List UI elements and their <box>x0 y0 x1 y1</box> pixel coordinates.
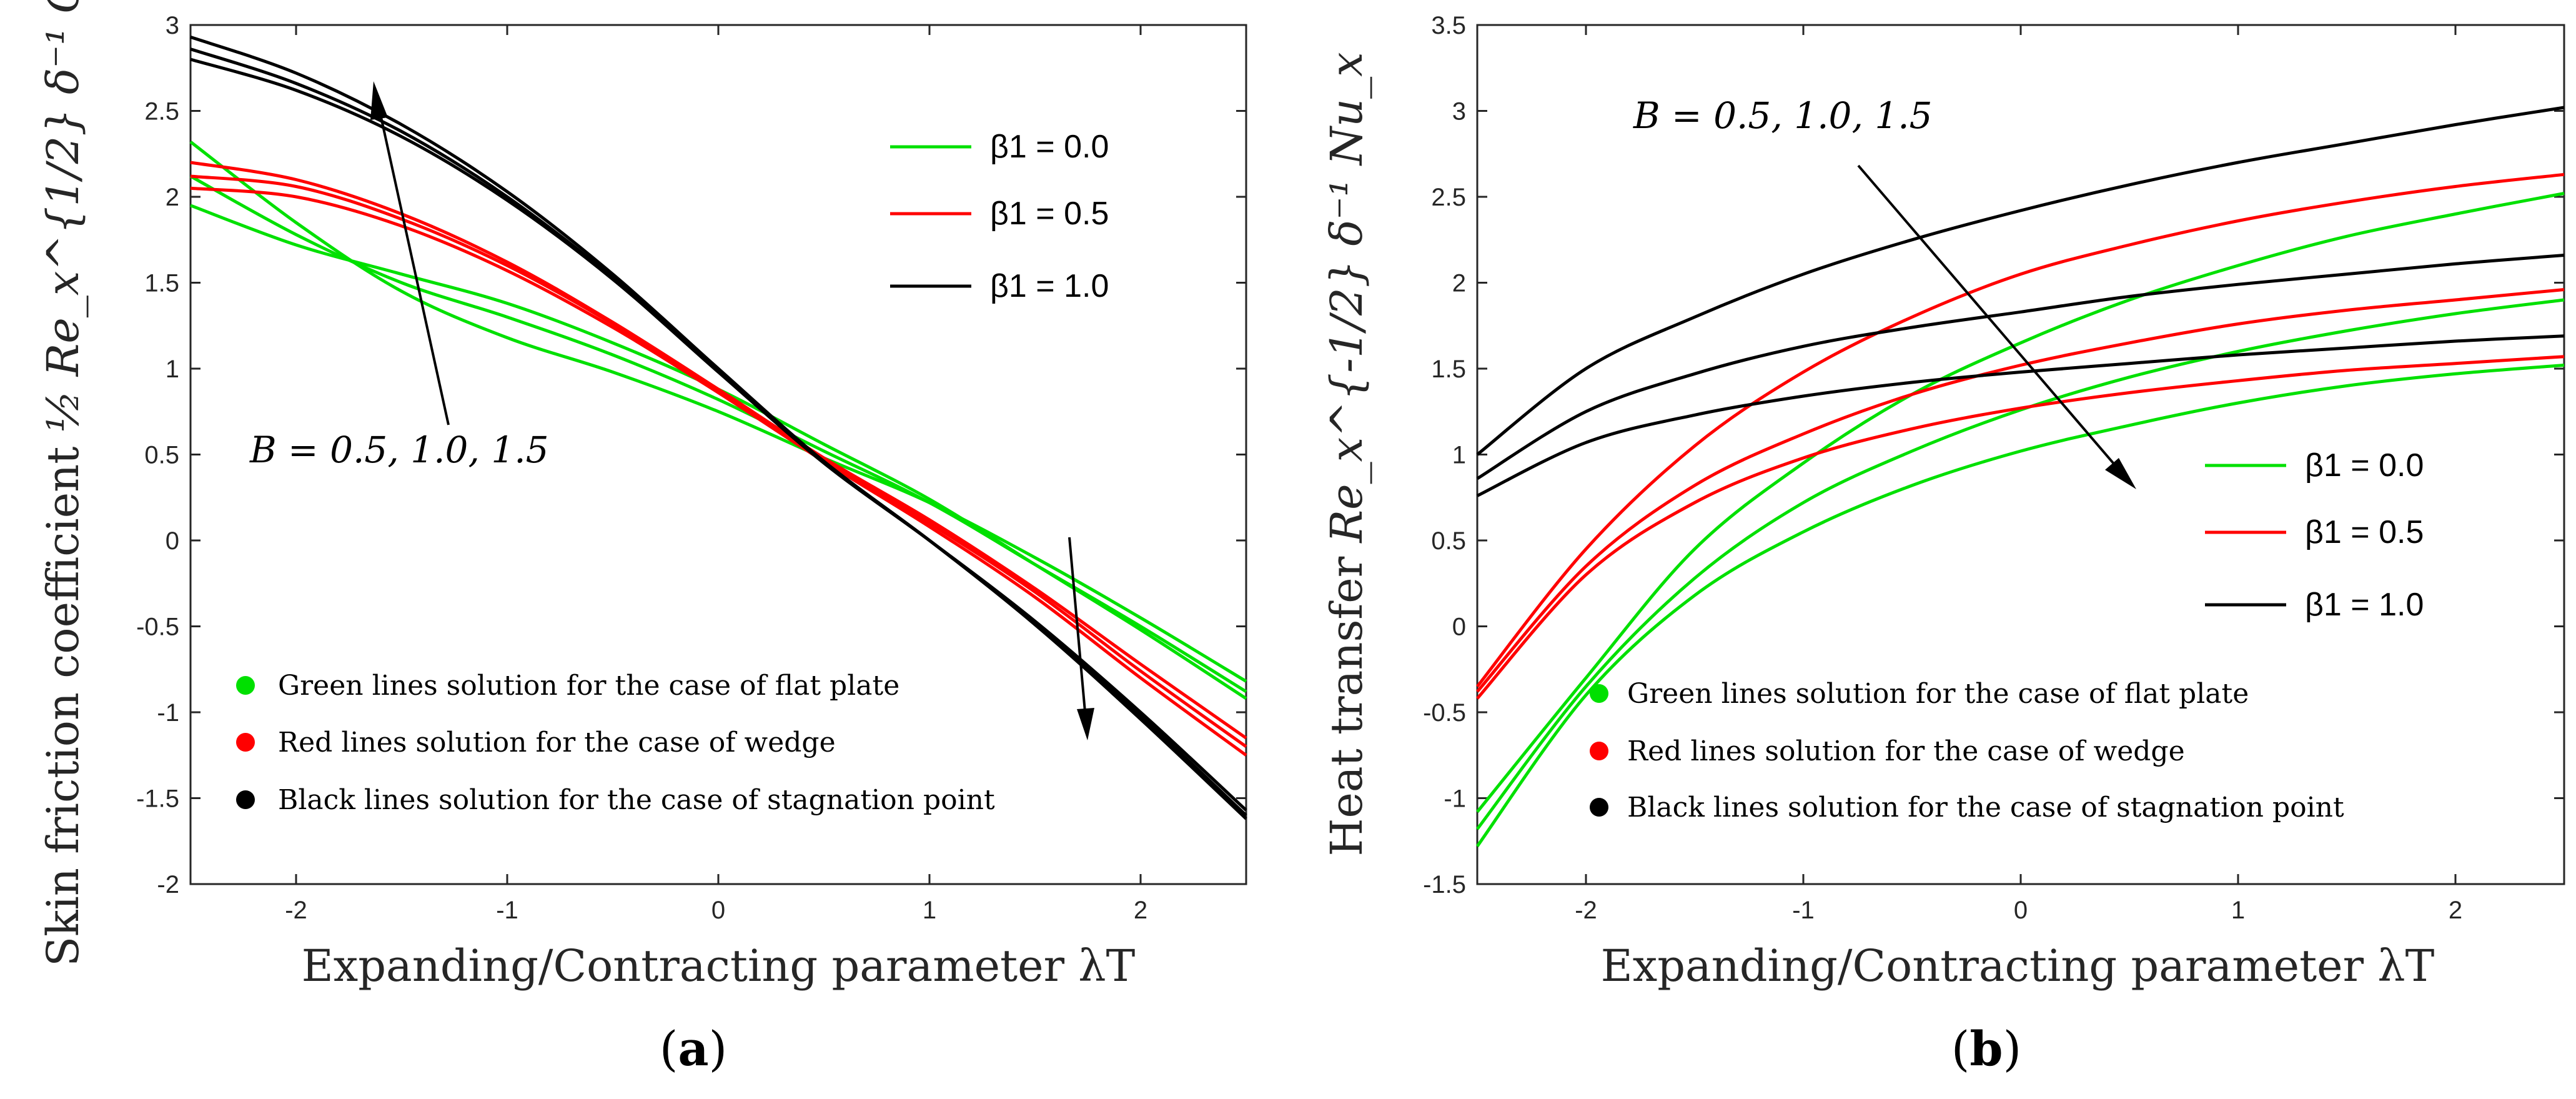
y-tick-label: 1.5 <box>144 270 179 297</box>
panel-a-y-label: Skin friction coefficient ½ Re_x^{1/2} δ… <box>37 0 89 967</box>
x-tick-label: 0 <box>2014 897 2028 924</box>
panel-a-down-arrow <box>1068 537 1094 740</box>
x-tick-label: -2 <box>1575 897 1597 924</box>
legend-label: β1 = 0.0 <box>2305 447 2424 484</box>
x-tick-label: 1 <box>923 897 936 924</box>
panel-b-y-label: Heat transfer Re_x^{-1/2} δ⁻¹ Nu_x <box>1321 52 1372 856</box>
y-tick-label: 3.5 <box>1431 12 1466 39</box>
y-tick-label: 3 <box>166 12 179 39</box>
y-tick-label: -2 <box>157 871 179 898</box>
x-tick-label: 2 <box>2449 897 2462 924</box>
panel-b-notes: Green lines solution for the case of fla… <box>1590 678 2344 823</box>
y-tick-label: 2.5 <box>144 98 179 126</box>
note-text: Black lines solution for the case of sta… <box>1627 792 2344 823</box>
panel-a-x-ticks: -2 -1 0 1 2 <box>285 25 1147 924</box>
series-line <box>190 186 1247 757</box>
x-tick-label: -1 <box>1792 897 1815 924</box>
y-tick-label: -1 <box>1444 785 1466 813</box>
note-dot-red <box>1590 742 1608 760</box>
panel-b-y-ticks: -1.5 -1 -0.5 0 0.5 1 1.5 2 2.5 3 3.5 <box>1423 12 2564 898</box>
y-tick-label: 0 <box>166 527 179 555</box>
y-tick-label: 0 <box>1452 614 1466 641</box>
panel-b-b-annotation: B = 0.5, 1.0, 1.5 <box>1633 94 1933 137</box>
series-line <box>1476 192 2565 813</box>
panel-a-skin-friction: -2 -1.5 -1 -0.5 0 0.5 1 1.5 2 2.5 3 -2 -1 0 1 2 B = 0.… <box>37 0 1247 1077</box>
series-line <box>1476 355 2565 700</box>
y-tick-label: -0.5 <box>136 614 179 641</box>
panel-a-caption: (a) <box>660 1021 728 1077</box>
x-tick-label: -1 <box>496 897 518 924</box>
y-tick-label: -1.5 <box>1423 871 1466 898</box>
panel-b-y-label-math: Re_x^{-1/2} δ⁻¹ Nu_x <box>1321 52 1372 544</box>
panel-b-caption: (b) <box>1951 1021 2021 1077</box>
panel-a-y-label-text: Skin friction coefficient <box>37 447 89 967</box>
legend-label: β1 = 0.5 <box>990 196 1109 232</box>
y-tick-label: 0.5 <box>144 442 179 469</box>
panel-a-b-arrow <box>370 81 450 425</box>
note-text: Green lines solution for the case of fla… <box>1627 678 2249 710</box>
y-tick-label: 2 <box>166 184 179 211</box>
note-text: Red lines solution for the case of wedge <box>278 727 836 758</box>
panel-b-x-label: Expanding/Contracting parameter λT <box>1601 940 2435 992</box>
panel-a-notes: Green lines solution for the case of fla… <box>236 670 995 816</box>
panel-a-plot-area <box>189 24 1247 885</box>
y-tick-label: -1 <box>157 699 179 727</box>
y-tick-label: -1.5 <box>136 785 179 813</box>
note-dot-green <box>1590 684 1608 703</box>
panel-a-x-label: Expanding/Contracting parameter λT <box>302 940 1136 992</box>
note-text: Green lines solution for the case of fla… <box>278 670 899 702</box>
series-line <box>1476 172 2565 688</box>
legend-label: β1 = 0.5 <box>2305 514 2424 550</box>
y-tick-label: 2.5 <box>1431 184 1466 211</box>
panel-b-caption-letter: b <box>1969 1021 2003 1077</box>
y-tick-label: 2 <box>1452 270 1466 297</box>
note-dot-black <box>236 790 255 809</box>
y-tick-label: 0.5 <box>1431 527 1466 555</box>
y-tick-label: 3 <box>1452 98 1466 126</box>
panel-b-y-label-text: Heat transfer <box>1321 556 1372 856</box>
panel-b-b-arrow <box>1857 164 2136 489</box>
legend-label: β1 = 1.0 <box>2305 587 2424 623</box>
series-line <box>1476 288 2565 693</box>
note-dot-red <box>236 733 255 752</box>
svg-text:Skin friction coefficient: Skin friction coefficient ½ Re_x^{1/2} δ… <box>37 0 89 967</box>
panel-a-legend: β1 = 0.0 β1 = 0.5 β1 = 1.0 <box>890 129 1109 304</box>
x-tick-label: 0 <box>711 897 725 924</box>
x-tick-label: 1 <box>2231 897 2245 924</box>
x-tick-label: 2 <box>1134 897 1147 924</box>
y-tick-label: 1 <box>1452 442 1466 469</box>
series-line <box>1475 364 2565 847</box>
legend-label: β1 = 0.0 <box>990 129 1109 165</box>
series-line <box>1476 254 2565 480</box>
series-line <box>1476 298 2565 830</box>
series-line <box>1476 106 2565 456</box>
panel-b-series <box>1475 106 2565 847</box>
series-line <box>1476 334 2565 497</box>
panel-a-b-annotation: B = 0.5, 1.0, 1.5 <box>249 429 549 471</box>
note-text: Black lines solution for the case of sta… <box>278 784 995 816</box>
note-dot-black <box>1590 798 1608 817</box>
panel-b-legend: β1 = 0.0 β1 = 0.5 β1 = 1.0 <box>2205 447 2424 623</box>
panel-b-plot-area <box>1476 24 2565 885</box>
panel-a-y-ticks: -2 -1.5 -1 -0.5 0 0.5 1 1.5 2 2.5 3 <box>136 12 1246 898</box>
y-tick-label: 1.5 <box>1431 356 1466 383</box>
y-tick-label: 1 <box>166 356 179 383</box>
y-tick-label: -0.5 <box>1423 699 1466 727</box>
panel-a-caption-letter: a <box>678 1021 708 1077</box>
legend-label: β1 = 1.0 <box>990 268 1109 304</box>
panel-b-heat-transfer: -1.5 -1 -0.5 0 0.5 1 1.5 2 2.5 3 3.5 -2 -1 0 1 2 B = 0… <box>1321 12 2565 1077</box>
x-tick-label: -2 <box>285 897 307 924</box>
panel-b-x-ticks: -2 -1 0 1 2 <box>1575 25 2462 924</box>
note-text: Red lines solution for the case of wedge <box>1627 735 2185 767</box>
panel-a-y-label-math: ½ Re_x^{1/2} δ⁻¹ C_f <box>37 0 89 432</box>
note-dot-green <box>236 676 255 695</box>
svg-text:Heat transfer: Heat transfer Re_x^{-1/2} δ⁻¹ Nu_x <box>1321 52 1372 856</box>
